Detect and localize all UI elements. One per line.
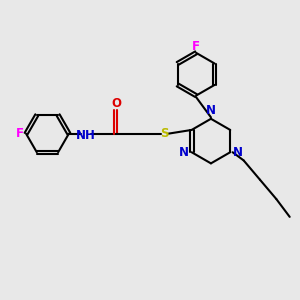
Text: S: S: [160, 127, 169, 140]
Text: N: N: [206, 104, 216, 117]
Text: O: O: [111, 98, 122, 110]
Text: F: F: [16, 127, 23, 140]
Text: N: N: [179, 146, 189, 159]
Text: F: F: [192, 40, 200, 53]
Text: NH: NH: [76, 129, 96, 142]
Text: N: N: [232, 146, 243, 159]
